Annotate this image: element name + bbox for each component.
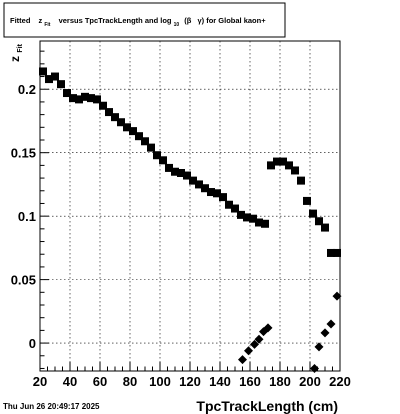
data-point-square [273,157,281,166]
data-point-square [249,214,257,223]
data-point-square [39,67,47,76]
data-point-square [87,94,95,103]
data-point-square [291,166,299,175]
data-point-square [123,123,131,132]
data-point-square [183,171,191,180]
title-z: z [39,16,43,25]
data-point-square [177,169,185,177]
data-point-square [333,248,341,257]
data-point-square [99,101,107,110]
data-point-square [213,189,221,198]
data-point-square [303,196,311,205]
x-tick-label: 40 [63,374,77,389]
x-tick-label: 100 [149,374,171,389]
title-part1: Fitted [10,16,31,25]
data-point-square [219,193,227,202]
grid [39,41,341,371]
title-gamma: γ) for Global kaon+ [197,16,266,25]
data-point-square [81,92,89,101]
data-point-square [327,248,335,257]
data-point-diamond [310,363,319,373]
data-point-square [225,200,233,209]
svg-text:z Fit: z Fit [8,43,24,62]
x-axis-label: TpcTrackLength (cm) [196,398,338,414]
x-tick-label: 160 [239,374,261,389]
x-tick-label: 20 [33,374,47,389]
data-point-square [195,180,203,189]
y-tick-labels: 0 0.05 0.1 0.15 0.2 [11,82,36,351]
data-point-square [129,127,137,136]
y-tick-label: 0.05 [11,273,36,288]
y-axis-label: z Fit [8,43,24,62]
data-point-diamond [320,328,330,338]
y-tick-label: 0.2 [18,82,36,97]
data-point-diamond [254,334,264,344]
x-tick-label: 60 [93,374,107,389]
data-point-square [93,95,101,104]
y-tick-label: 0 [29,336,36,351]
axis-ticks [39,50,341,371]
chart-title: Fitted z Fit versus TpcTrackLength and l… [10,16,266,28]
x-tick-label: 120 [179,374,201,389]
series-squares [39,67,341,257]
data-point-square [207,188,215,197]
data-point-square [285,161,293,170]
x-tick-labels: 20 40 60 80 100 120 140 160 180 200 220 [33,374,351,389]
data-point-square [279,157,287,166]
data-point-square [267,161,275,170]
data-point-diamond [326,319,336,329]
data-point-square [231,204,239,213]
data-point-square [105,108,113,117]
title-beta: (β [184,16,191,25]
data-point-square [243,213,251,222]
data-point-square [315,217,323,226]
data-point-square [309,209,317,218]
data-point-square [69,94,77,103]
data-point-square [171,167,179,176]
data-point-square [111,113,119,122]
data-point-diamond [263,323,273,333]
timestamp: Thu Jun 26 20:49:17 2025 [3,402,100,411]
title-part2: versus TpcTrackLength and log [59,16,172,25]
data-point-diamond [332,291,342,301]
data-point-square [75,95,83,104]
data-point-square [297,176,305,185]
data-point-square [135,132,143,141]
data-point-square [165,163,173,172]
data-point-square [261,219,269,228]
data-point-square [63,89,71,98]
data-point-square [153,151,161,160]
data-point-diamond [244,346,253,356]
data-point-square [189,176,197,185]
y-axis-label-sub: Fit [17,43,24,52]
data-point-square [201,184,209,193]
data-point-square [141,137,149,146]
data-point-square [159,156,167,165]
data-point-square [255,218,263,227]
data-point-square [237,210,245,219]
data-point-square [117,118,125,127]
title-log-sub: 10 [174,22,180,28]
y-tick-label: 0.1 [18,209,36,224]
series-diamonds [238,291,342,373]
data-point-diamond [314,342,324,352]
x-tick-label: 80 [123,374,137,389]
data-point-diamond [238,355,247,365]
data-point-square [57,80,65,89]
title-z-sub: Fit [44,22,50,28]
y-axis-label-main: z [8,56,22,62]
data-point-square [147,143,155,152]
data-point-square [51,72,59,81]
data-point-square [321,223,329,232]
y-tick-label: 0.15 [11,146,36,161]
x-tick-label: 200 [299,374,321,389]
x-tick-label: 180 [269,374,291,389]
x-tick-label: 220 [329,374,351,389]
x-tick-label: 140 [209,374,231,389]
data-point-square [45,75,53,84]
title-box [3,2,286,38]
data-point-diamond [250,339,259,349]
